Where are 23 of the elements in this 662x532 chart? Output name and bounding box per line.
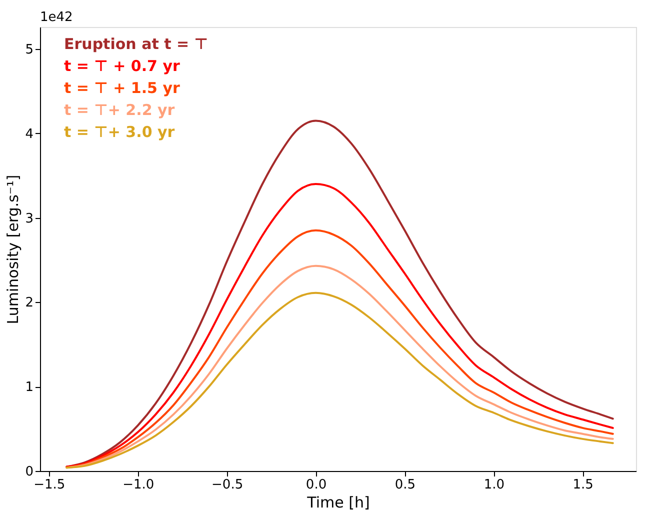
text: t = ⊤+ 3.0 yr [64,123,176,141]
y-tick-label: 5 [25,42,34,58]
text: t = ⊤+ 2.2 yr [64,101,176,119]
y-tick-label: 4 [25,126,34,142]
x-tick-label: 0.0 [306,478,327,492]
text: 1e42 [40,10,73,25]
y-tick-label: 2 [25,296,34,311]
line-series [66,120,614,468]
x-axis-title: Time [h] [306,494,370,512]
y-tick-label: 1 [25,380,34,396]
y-tick-label: 3 [25,211,34,226]
line-series [66,183,614,468]
x-tick-label: −0.5 [212,478,244,492]
text: t = ⊤ + 0.7 yr [64,57,180,75]
text: t = ⊤ + 1.5 yr [64,79,180,97]
y-axis-title: Luminosity [erg.s⁻¹] [4,174,22,324]
x-tick-label: 0.5 [394,478,416,492]
x-tick-label: 1.0 [484,478,505,492]
x-tick-label: 1.5 [572,478,594,492]
x-tick-label: −1.5 [34,478,66,492]
text: Eruption at t = ⊤ [64,35,208,53]
y-tick-label: 0 [25,464,34,480]
x-tick-label: −1.0 [122,478,154,492]
